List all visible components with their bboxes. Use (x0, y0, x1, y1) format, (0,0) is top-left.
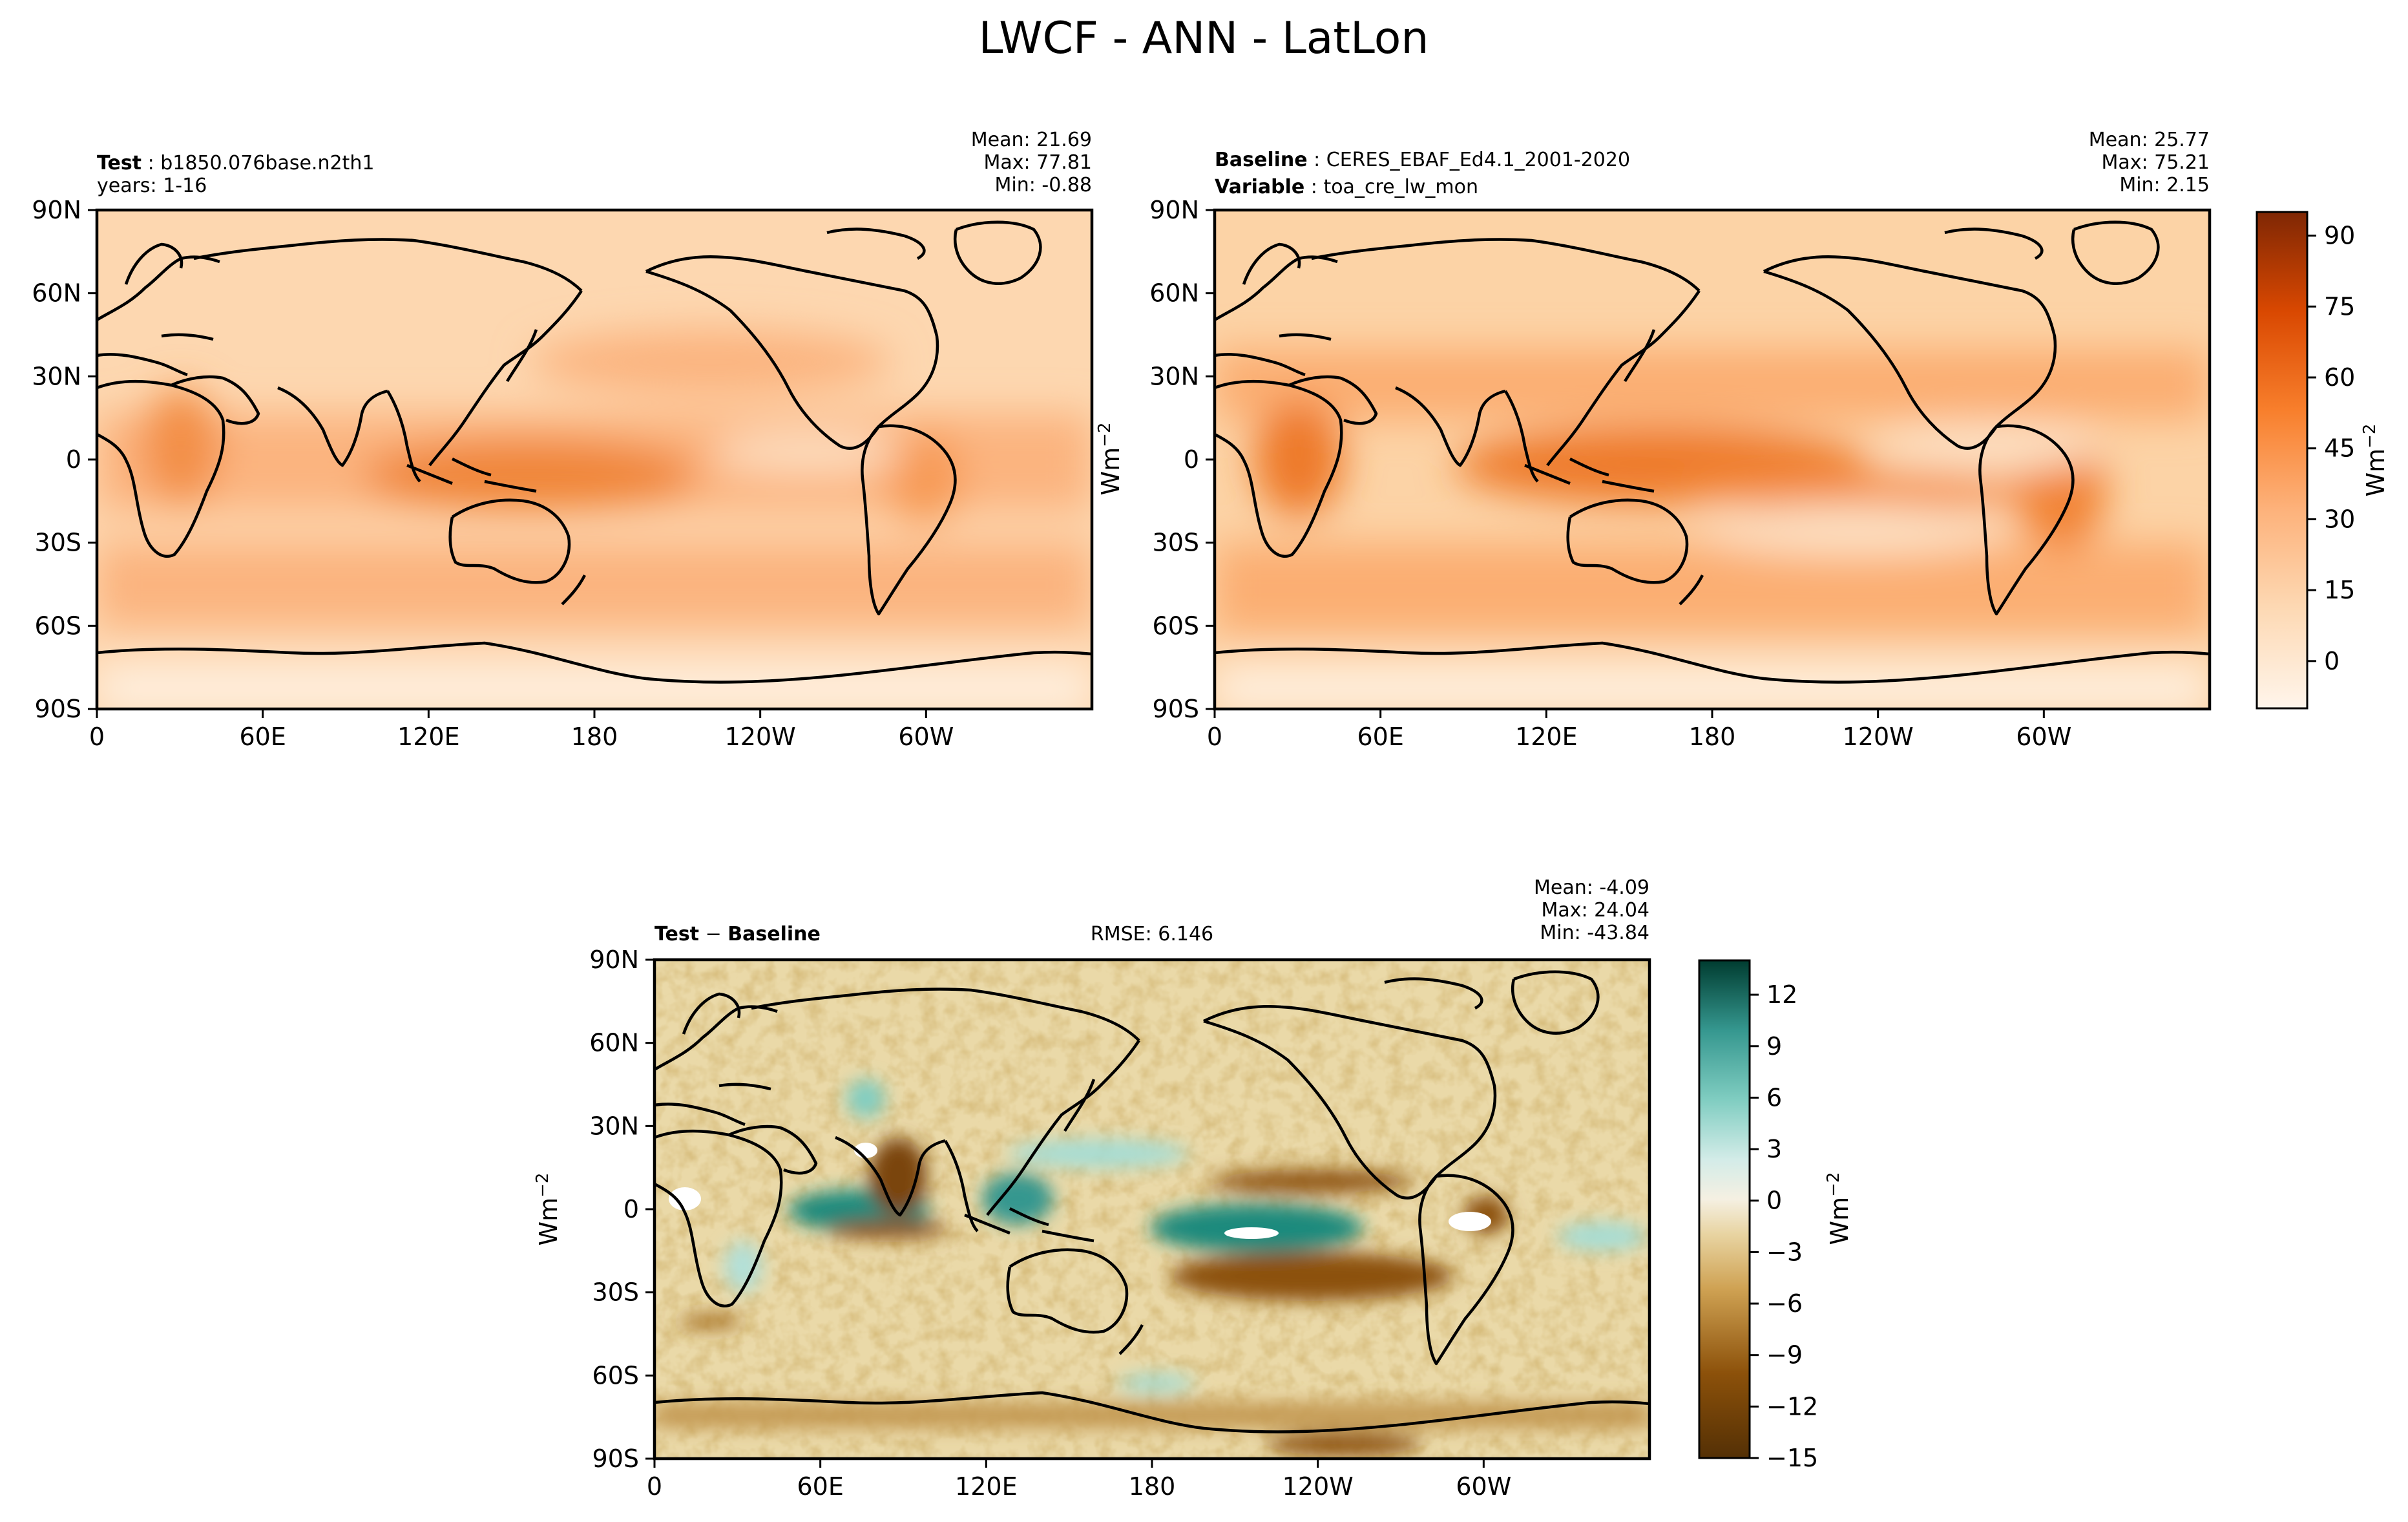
colorbar-top: 90 75 60 45 30 15 0 Wm−2 (2256, 211, 2390, 710)
colorbar-tick-label: 45 (2324, 434, 2355, 463)
colorbar-top-label: Wm−2 (2360, 424, 2390, 497)
colorbar-tick-label: 0 (1766, 1187, 1782, 1215)
x-tick-label: 60E (239, 723, 286, 751)
x-tick-label: 120E (955, 1472, 1018, 1501)
figure-title: LWCF - ANN - LatLon (979, 13, 1429, 64)
panel-baseline: Baseline : CERES_EBAF_Ed4.1_2001-2020 Va… (1149, 129, 2212, 751)
y-tick-label: 30N (589, 1112, 639, 1140)
y-tick-label: 60N (32, 279, 81, 308)
colorbar-bottom: 12 9 6 3 0 −3 −6 −9 −12 −15 Wm−2 (1698, 959, 1854, 1472)
colorbar-tick-label: 6 (1766, 1083, 1782, 1112)
colorbar-tick-label: −12 (1766, 1392, 1818, 1421)
colorbar-tick-label: 30 (2324, 505, 2355, 533)
x-tick-label: 0 (89, 723, 105, 751)
y-tick-label: 90N (589, 946, 639, 974)
x-tick-label: 120E (397, 723, 460, 751)
x-tick-label: 0 (1207, 723, 1222, 751)
top-side-label: Wm−2 (1095, 423, 1125, 496)
x-tick-label: 120W (725, 723, 796, 751)
y-tick-label: 60S (35, 611, 81, 640)
x-tick-label: 120E (1515, 723, 1578, 751)
diff-rmse: RMSE: 6.146 (1091, 923, 1213, 946)
panel-test: Test : b1850.076base.n2th1 years: 1-16 M… (32, 129, 1094, 751)
diff-label: Test − Baseline (654, 923, 821, 946)
colorbar-tick-label: 12 (1766, 980, 1797, 1009)
colorbar-tick-label: −9 (1766, 1341, 1803, 1369)
colorbar-tick-label: 9 (1766, 1032, 1782, 1061)
y-tick-label: 90S (35, 695, 81, 723)
diff-yaxis: 90N 60N 30N 0 30S 60S 90S (589, 946, 654, 1473)
baseline-map (1215, 210, 2210, 709)
y-tick-label: 60S (592, 1361, 639, 1390)
diff-map (654, 960, 1649, 1459)
test-label: Test : b1850.076base.n2th1 (97, 152, 374, 174)
test-map (97, 210, 1092, 709)
y-tick-label: 60S (1153, 611, 1199, 640)
x-tick-label: 60W (2016, 723, 2071, 751)
x-tick-label: 120W (1843, 723, 1914, 751)
colorbar-tick-label: 0 (2324, 647, 2340, 675)
baseline-max: Max: 75.21 (2101, 151, 2210, 174)
test-xaxis: 0 60E 120E 180 120W 60W (89, 709, 954, 751)
x-tick-label: 180 (1129, 1472, 1176, 1501)
x-tick-label: 60E (797, 1472, 843, 1501)
colorbar-tick-label: 15 (2324, 576, 2355, 604)
test-max: Max: 77.81 (983, 151, 1092, 174)
diff-min: Min: -43.84 (1540, 922, 1649, 944)
colorbar-bottom-gradient (1698, 959, 1751, 1459)
y-tick-label: 30S (592, 1278, 639, 1307)
colorbar-tick-label: 75 (2324, 292, 2355, 321)
colorbar-tick-label: −6 (1766, 1289, 1803, 1318)
test-min: Min: -0.88 (995, 174, 1093, 196)
diff-mean: Mean: -4.09 (1534, 876, 1649, 899)
x-tick-label: 60W (898, 723, 954, 751)
y-tick-label: 30S (1153, 529, 1199, 557)
y-tick-label: 0 (66, 445, 81, 474)
colorbar-tick-label: −15 (1766, 1444, 1818, 1472)
y-tick-label: 90N (1149, 196, 1199, 224)
colorbar-tick-label: 90 (2324, 222, 2355, 250)
baseline-yaxis: 90N 60N 30N 0 30S 60S 90S (1149, 196, 1215, 723)
diff-max: Max: 24.04 (1541, 899, 1649, 922)
baseline-min: Min: 2.15 (2119, 174, 2210, 196)
y-tick-label: 60N (1149, 279, 1199, 308)
x-tick-label: 180 (1689, 723, 1736, 751)
colorbar-tick-label: −3 (1766, 1238, 1803, 1266)
y-tick-label: 90S (592, 1444, 639, 1473)
colorbar-top-gradient (2256, 211, 2309, 710)
baseline-xaxis: 0 60E 120E 180 120W 60W (1207, 709, 2071, 751)
baseline-variable: Variable : toa_cre_lw_mon (1215, 176, 1478, 198)
x-tick-label: 0 (647, 1472, 662, 1501)
baseline-mean: Mean: 25.77 (2089, 129, 2210, 151)
colorbar-tick-label: 3 (1766, 1135, 1782, 1163)
y-tick-label: 0 (1184, 445, 1199, 474)
y-tick-label: 90N (32, 196, 81, 224)
y-tick-label: 30N (1149, 362, 1199, 390)
diff-xaxis: 0 60E 120E 180 120W 60W (647, 1459, 1511, 1501)
test-years: years: 1-16 (97, 174, 207, 197)
test-mean: Mean: 21.69 (971, 129, 1092, 151)
colorbar-tick-label: 60 (2324, 363, 2355, 392)
x-tick-label: 60E (1357, 723, 1403, 751)
x-tick-label: 120W (1283, 1472, 1354, 1501)
x-tick-label: 60W (1456, 1472, 1511, 1501)
diff-side-label: Wm−2 (533, 1173, 563, 1246)
y-tick-label: 0 (623, 1195, 639, 1223)
y-tick-label: 30S (35, 529, 81, 557)
panel-difference: Test − Baseline RMSE: 6.146 Mean: -4.09 … (589, 876, 1651, 1501)
x-tick-label: 180 (571, 723, 618, 751)
test-yaxis: 90N 60N 30N 0 30S 60S 90S (32, 196, 97, 723)
y-tick-label: 30N (32, 362, 81, 390)
y-tick-label: 60N (589, 1029, 639, 1057)
y-tick-label: 90S (1153, 695, 1199, 723)
baseline-label: Baseline : CERES_EBAF_Ed4.1_2001-2020 (1215, 149, 1630, 171)
colorbar-bottom-label: Wm−2 (1824, 1172, 1854, 1245)
